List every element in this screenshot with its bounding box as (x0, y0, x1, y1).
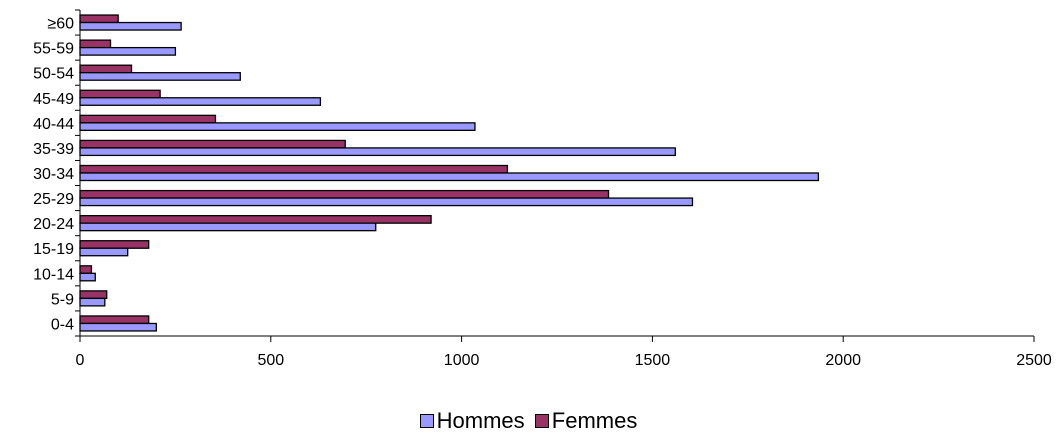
bar-hommes-20-24 (79, 222, 377, 232)
y-tick-label: 15-19 (33, 241, 74, 258)
y-tick-label: 50-54 (33, 66, 74, 83)
y-tick-label: 25-29 (33, 191, 74, 208)
bar-hommes-30-34 (79, 172, 820, 182)
legend-swatch-femmes (534, 414, 549, 428)
legend-label-hommes: Hommes (436, 408, 525, 433)
bar-hommes-50-54 (79, 72, 241, 81)
bar-femmes-35-39 (79, 139, 346, 149)
bar-hommes-15-19 (79, 247, 129, 257)
x-tick-label: 0 (76, 352, 85, 369)
bar-hommes-0-4 (79, 322, 157, 332)
bar-femmes-55-59 (79, 39, 112, 49)
bars-group (79, 14, 820, 332)
bar-femmes-5-9 (79, 290, 108, 300)
bar-femmes-15-19 (79, 240, 150, 249)
bar-hommes-25-29 (79, 197, 694, 207)
bar-femmes-≥60 (79, 14, 119, 24)
bar-femmes-45-49 (79, 89, 161, 99)
bar-femmes-10-14 (79, 265, 93, 274)
y-tick-label: 30-34 (33, 166, 74, 183)
x-tick-label: 1500 (635, 352, 671, 369)
bar-hommes-5-9 (79, 297, 106, 307)
bar-hommes-35-39 (79, 147, 676, 157)
y-tick-label: 35-39 (33, 141, 74, 158)
x-tick-label: 2000 (825, 352, 861, 369)
x-tick-label: 2500 (1016, 352, 1052, 369)
x-tick-label: 500 (257, 352, 284, 369)
legend-swatch-hommes (419, 414, 434, 428)
bar-hommes-≥60 (79, 21, 182, 31)
legend-item-hommes: Hommes (419, 408, 525, 434)
y-tick-label: 10-14 (33, 266, 74, 283)
bar-femmes-0-4 (79, 315, 150, 325)
x-tick-label: 1000 (444, 352, 480, 369)
y-tick-label: 5-9 (51, 291, 74, 308)
y-tick-label: 45-49 (33, 91, 74, 108)
bar-femmes-25-29 (79, 189, 610, 199)
bar-hommes-40-44 (79, 122, 476, 131)
axes-group: 0-4 5-9 10-14 15-19 20-24 25-29 30-34 35-39 40-4… (33, 9, 1052, 369)
bar-femmes-50-54 (79, 64, 133, 74)
y-tick-label: 20-24 (33, 216, 74, 233)
bar-hommes-55-59 (79, 46, 177, 56)
bar-femmes-30-34 (79, 164, 509, 174)
y-tick-label: ≥60 (47, 16, 74, 33)
legend-label-femmes: Femmes (551, 408, 638, 433)
legend: Hommes Femmes (0, 408, 1057, 434)
y-tick-label: 0-4 (51, 316, 74, 333)
y-tick-label: 55-59 (33, 41, 74, 58)
bar-hommes-45-49 (79, 97, 322, 106)
bar-femmes-20-24 (79, 215, 432, 224)
legend-item-femmes: Femmes (534, 408, 638, 434)
bar-femmes-40-44 (79, 114, 217, 124)
bar-hommes-10-14 (79, 272, 96, 282)
y-tick-label: 40-44 (33, 116, 74, 133)
